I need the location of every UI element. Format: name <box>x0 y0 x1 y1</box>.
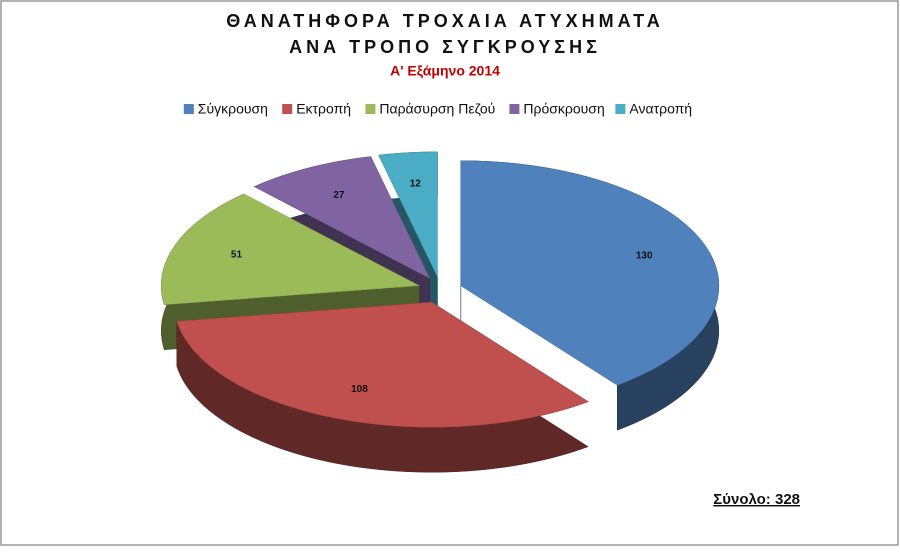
legend-swatch <box>282 104 293 114</box>
slice <box>176 301 589 428</box>
legend-swatch <box>183 104 194 114</box>
chart-subtitle: Α' Εξάμηνο 2014 <box>390 63 500 79</box>
value-label: 12 <box>410 178 422 189</box>
pie-tops: 130 108 51 27 12 <box>160 151 720 428</box>
value-label: 51 <box>231 249 243 260</box>
legend-swatch <box>365 104 376 114</box>
legend-swatch <box>509 104 520 114</box>
legend-label: Εκτροπή <box>296 101 351 117</box>
slice <box>253 156 431 279</box>
legend-label: Παράσυρση Πεζού <box>379 101 495 117</box>
slice <box>160 193 421 306</box>
legend-label: Σύγκρουση <box>198 101 268 117</box>
value-label: 108 <box>351 384 368 395</box>
value-label: 27 <box>333 190 345 201</box>
value-label: 130 <box>636 250 653 261</box>
chart-title: ΑΝΑ ΤΡΟΠΟ ΣΥΓΚΡΟΥΣΗΣ <box>289 37 601 57</box>
legend-label: Πρόσκρουση <box>523 101 604 117</box>
legend-label: Ανατροπή <box>629 101 692 117</box>
legend-swatch <box>615 104 626 114</box>
total-annotation: Σύνολο: 328 <box>713 491 800 508</box>
slice <box>378 151 438 277</box>
slice <box>460 160 720 386</box>
legend: Σύγκρουση Εκτροπή Παράσυρση Πεζού Πρόσκρουσ… <box>183 101 692 117</box>
chart-title: ΘΑΝΑΤΗΦΟΡΑ ΤΡΟΧΑΙΑ ΑΤΥΧΗΜΑΤΑ <box>226 11 663 31</box>
